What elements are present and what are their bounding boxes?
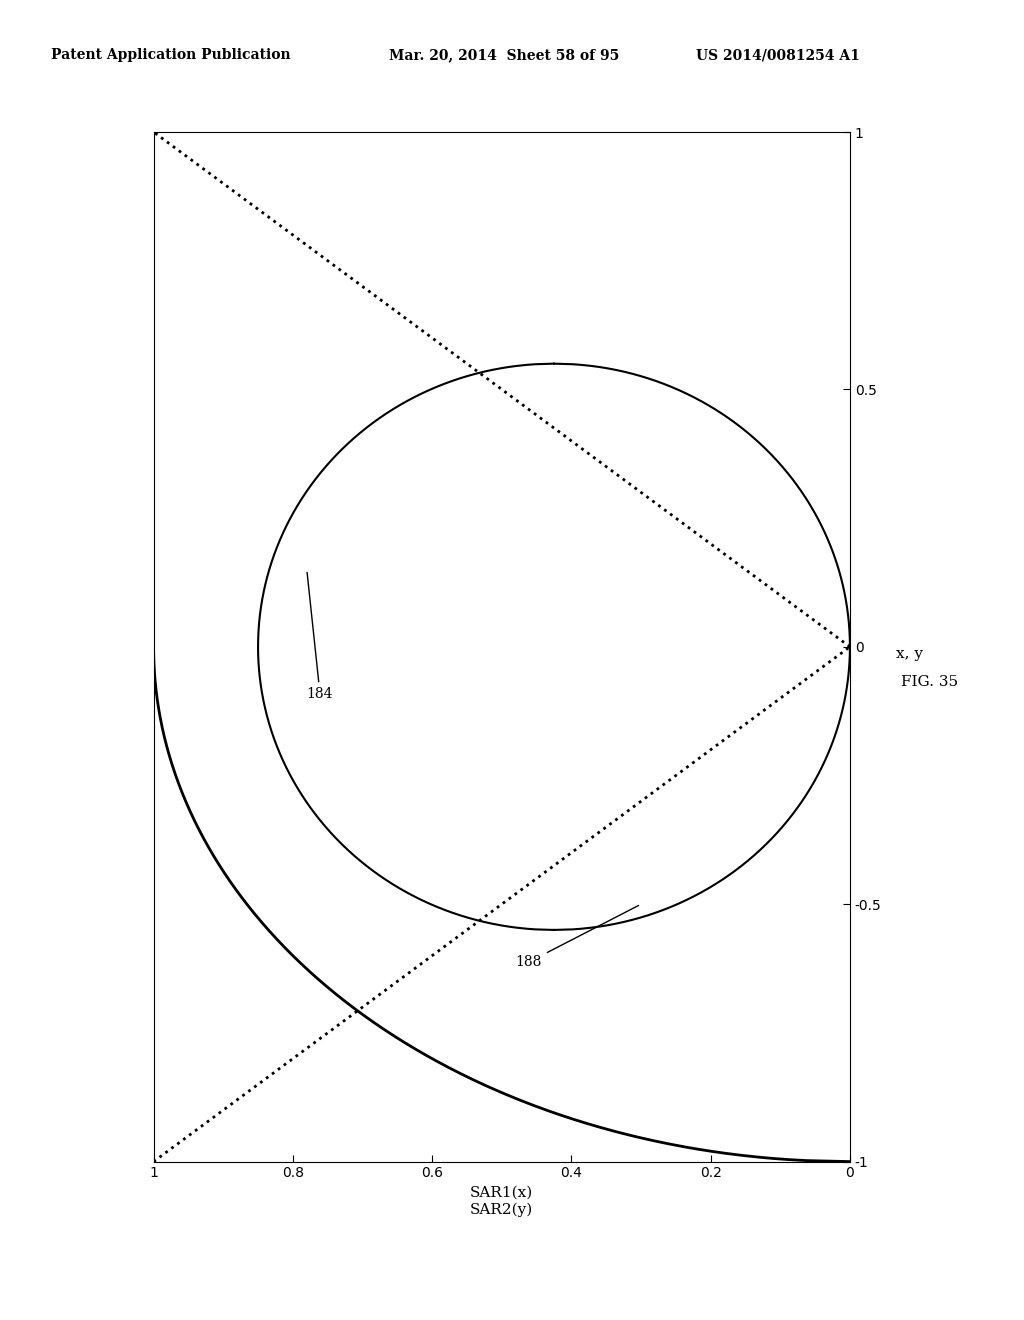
- Y-axis label: x, y: x, y: [896, 647, 923, 661]
- Text: Mar. 20, 2014  Sheet 58 of 95: Mar. 20, 2014 Sheet 58 of 95: [389, 49, 620, 62]
- Text: Patent Application Publication: Patent Application Publication: [51, 49, 291, 62]
- Text: 184: 184: [307, 573, 333, 701]
- Text: US 2014/0081254 A1: US 2014/0081254 A1: [696, 49, 860, 62]
- Text: FIG. 35: FIG. 35: [901, 676, 958, 689]
- X-axis label: SAR1(x)
SAR2(y): SAR1(x) SAR2(y): [470, 1185, 534, 1217]
- Text: 188: 188: [516, 906, 639, 969]
